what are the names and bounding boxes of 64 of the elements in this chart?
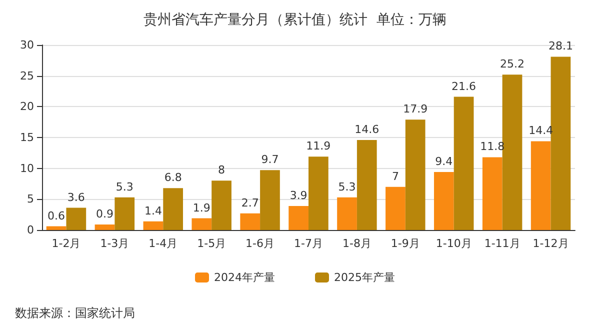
x-tick-label: 1-6月 [246, 237, 275, 250]
x-tick-label: 1-5月 [197, 237, 226, 250]
x-tick-label: 1-3月 [100, 237, 130, 250]
legend-label: 2025年产量 [334, 271, 395, 284]
bar [114, 197, 135, 230]
data-label: 14.6 [354, 122, 380, 136]
source-note: 数据来源：国家统计局 [15, 306, 135, 320]
bar [288, 206, 308, 230]
x-tick-label: 1-4月 [148, 237, 178, 250]
data-label: 3.6 [67, 190, 85, 204]
bar [240, 213, 260, 230]
bar [502, 74, 522, 230]
x-tick-label: 1-10月 [436, 237, 472, 250]
y-tick-label: 30 [20, 38, 34, 52]
data-label: 5.3 [116, 180, 134, 194]
bar [550, 56, 571, 230]
bar [308, 156, 328, 230]
bar [192, 218, 212, 230]
bar [337, 197, 357, 230]
bar [434, 172, 454, 230]
data-label: 9.7 [261, 153, 279, 166]
x-tick-label: 1-12月 [532, 237, 569, 250]
bar [66, 208, 86, 230]
data-label: 7 [392, 170, 399, 183]
x-tick-label: 1-9月 [390, 237, 420, 250]
y-tick-label: 0 [27, 224, 34, 236]
chart-title: 贵州省汽车产量分月（累计值）统计 单位：万辆 [144, 12, 446, 28]
x-tick-label: 1-11月 [484, 237, 520, 250]
data-label: 1.4 [144, 204, 162, 218]
bar [212, 180, 232, 230]
data-label: 6.8 [164, 171, 182, 184]
x-tick-label: 1-2月 [52, 237, 81, 250]
data-label: 8 [218, 164, 226, 177]
data-label: 0.9 [96, 207, 114, 220]
data-label: 9.4 [435, 155, 453, 168]
bar [46, 226, 66, 230]
bar [386, 186, 406, 230]
bar [530, 141, 551, 230]
bar [454, 96, 474, 230]
data-label: 1.9 [192, 201, 210, 214]
data-label: 21.6 [452, 80, 476, 93]
data-label: 17.9 [403, 102, 428, 116]
x-tick-label: 1-8月 [342, 237, 372, 250]
data-label: 28.1 [548, 40, 573, 53]
y-tick-label: 10 [20, 162, 34, 175]
data-label: 0.6 [48, 209, 66, 222]
bar [163, 188, 184, 230]
legend-label: 2024年产量 [214, 271, 276, 284]
y-tick-label: 5 [27, 192, 34, 206]
x-tick-label: 1-7月 [294, 237, 323, 250]
bar [260, 170, 280, 230]
bar [482, 157, 502, 230]
bar [143, 221, 164, 230]
y-tick-label: 15 [20, 131, 34, 144]
y-tick-label: 25 [20, 69, 34, 82]
bar [356, 140, 377, 230]
y-tick-label: 20 [20, 100, 34, 114]
bar [94, 224, 115, 230]
data-label: 5.3 [338, 180, 356, 194]
bar [405, 120, 426, 230]
data-label: 2.7 [241, 196, 259, 210]
data-label: 25.2 [500, 58, 524, 71]
data-label: 3.9 [290, 188, 308, 202]
data-label: 11.9 [306, 140, 331, 153]
